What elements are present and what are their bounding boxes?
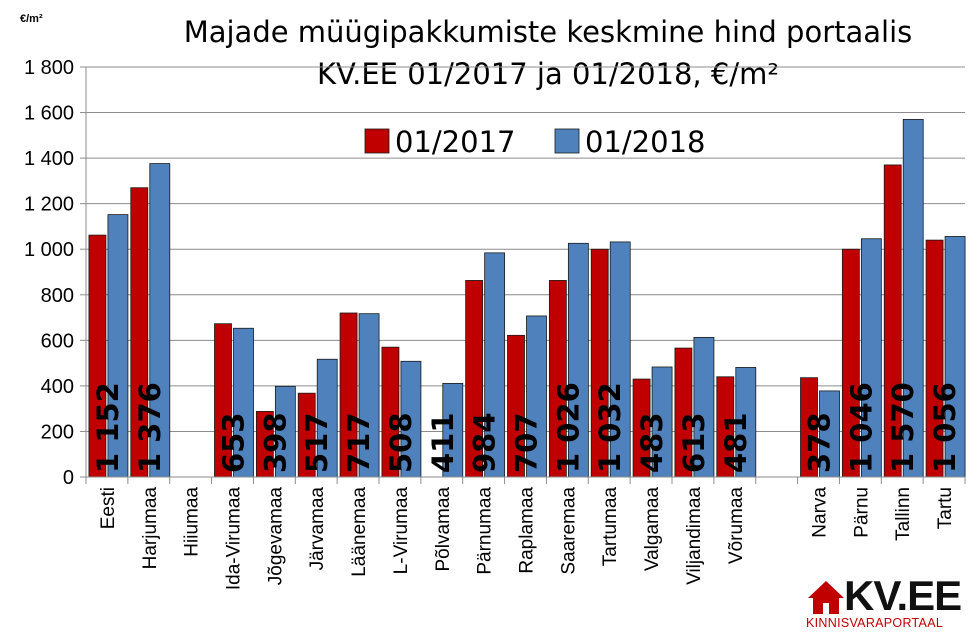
data-label-2018: 517 <box>300 412 334 473</box>
x-category-label: Tartumaa <box>600 487 621 567</box>
data-label-2018: 398 <box>258 412 292 473</box>
data-label-2018: 1 570 <box>886 382 920 473</box>
x-category-label: Jõgevamaa <box>265 487 286 586</box>
data-label-2018: 481 <box>719 412 753 473</box>
x-category-label: Saaremaa <box>558 487 579 575</box>
x-category-label: Hiiumaa <box>182 487 203 557</box>
data-labels: 1 152 1 376 653 398 517 717 508 411 984 707 1 026 1… <box>91 382 962 473</box>
legend: 01/2017 01/2018 <box>364 125 705 159</box>
x-category-label: Põlvamaa <box>433 487 454 572</box>
logo-subtext: KINNISVARAPORTAAL <box>806 616 944 630</box>
legend-label: 01/2017 <box>395 125 515 159</box>
data-label-2018: 378 <box>803 412 837 473</box>
data-label-2018: 707 <box>510 412 544 473</box>
y-tick-label: 1 800 <box>24 57 74 79</box>
legend-label: 01/2018 <box>585 125 705 159</box>
y-tick-label: 600 <box>41 330 74 352</box>
logo-text: KV.EE <box>844 572 962 619</box>
y-tick-label: 0 <box>63 467 74 489</box>
x-category-label: Pärnumaa <box>475 487 496 575</box>
unit-label: €/m² <box>20 13 43 25</box>
x-category-label: Võrumaa <box>726 487 747 565</box>
y-tick-label: 1 600 <box>24 103 74 125</box>
x-category-label: Viljandimaa <box>684 487 705 585</box>
axes <box>85 67 966 484</box>
data-label-2018: 411 <box>426 412 460 473</box>
data-label-2018: 508 <box>384 412 418 473</box>
y-tick-label: 1 400 <box>24 148 74 170</box>
y-tick-label: 200 <box>41 421 74 443</box>
y-tick-label: 800 <box>41 285 74 307</box>
gridlines <box>86 66 965 432</box>
data-label-2018: 483 <box>635 412 669 473</box>
x-category-label: Järvamaa <box>307 487 328 571</box>
data-label-2018: 1 056 <box>928 382 962 473</box>
y-axis-ticks: 0 200 400 600 800 1 000 1 200 1 400 1 600 1 800 <box>24 57 86 489</box>
bars <box>88 118 966 478</box>
x-category-label: Läänemaa <box>349 487 370 577</box>
data-label-2018: 717 <box>342 412 376 473</box>
data-label-2018: 984 <box>468 412 502 473</box>
x-category-label: Tallinn <box>893 487 914 541</box>
house-icon <box>808 581 844 614</box>
x-category-label: Pärnu <box>851 487 872 538</box>
x-category-label: Harjumaa <box>140 487 161 570</box>
kv-ee-logo: KV.EE KINNISVARAPORTAAL <box>806 574 974 634</box>
x-category-label: L-Virumaa <box>391 487 412 575</box>
y-tick-label: 400 <box>41 376 74 398</box>
data-label-2018: 1 152 <box>91 382 125 473</box>
data-label-2018: 1 032 <box>593 382 627 473</box>
legend-swatch <box>364 128 390 154</box>
data-label-2018: 1 376 <box>133 382 167 473</box>
x-category-label: Ida-Virumaa <box>224 487 245 591</box>
x-axis-categories: Eesti Harjumaa Hiiumaa Ida-Virumaa Jõgevamaa… <box>98 487 956 591</box>
chart-title: Majade müügipakkumiste keskmine hind por… <box>184 15 913 49</box>
chart-subtitle: KV.EE 01/2017 ja 01/2018, €/m² <box>317 57 779 91</box>
legend-swatch <box>554 128 580 154</box>
x-category-label: Eesti <box>98 487 119 529</box>
y-tick-label: 1 000 <box>24 239 74 261</box>
data-label-2018: 1 046 <box>844 382 878 473</box>
data-label-2018: 1 026 <box>551 382 585 473</box>
y-tick-label: 1 200 <box>24 194 74 216</box>
x-category-label: Tartu <box>935 487 956 529</box>
x-category-label: Raplamaa <box>517 487 538 574</box>
data-label-2018: 653 <box>217 412 251 473</box>
x-category-label: Narva <box>810 487 831 538</box>
data-label-2018: 613 <box>677 412 711 473</box>
x-category-label: Valgamaa <box>642 487 663 572</box>
